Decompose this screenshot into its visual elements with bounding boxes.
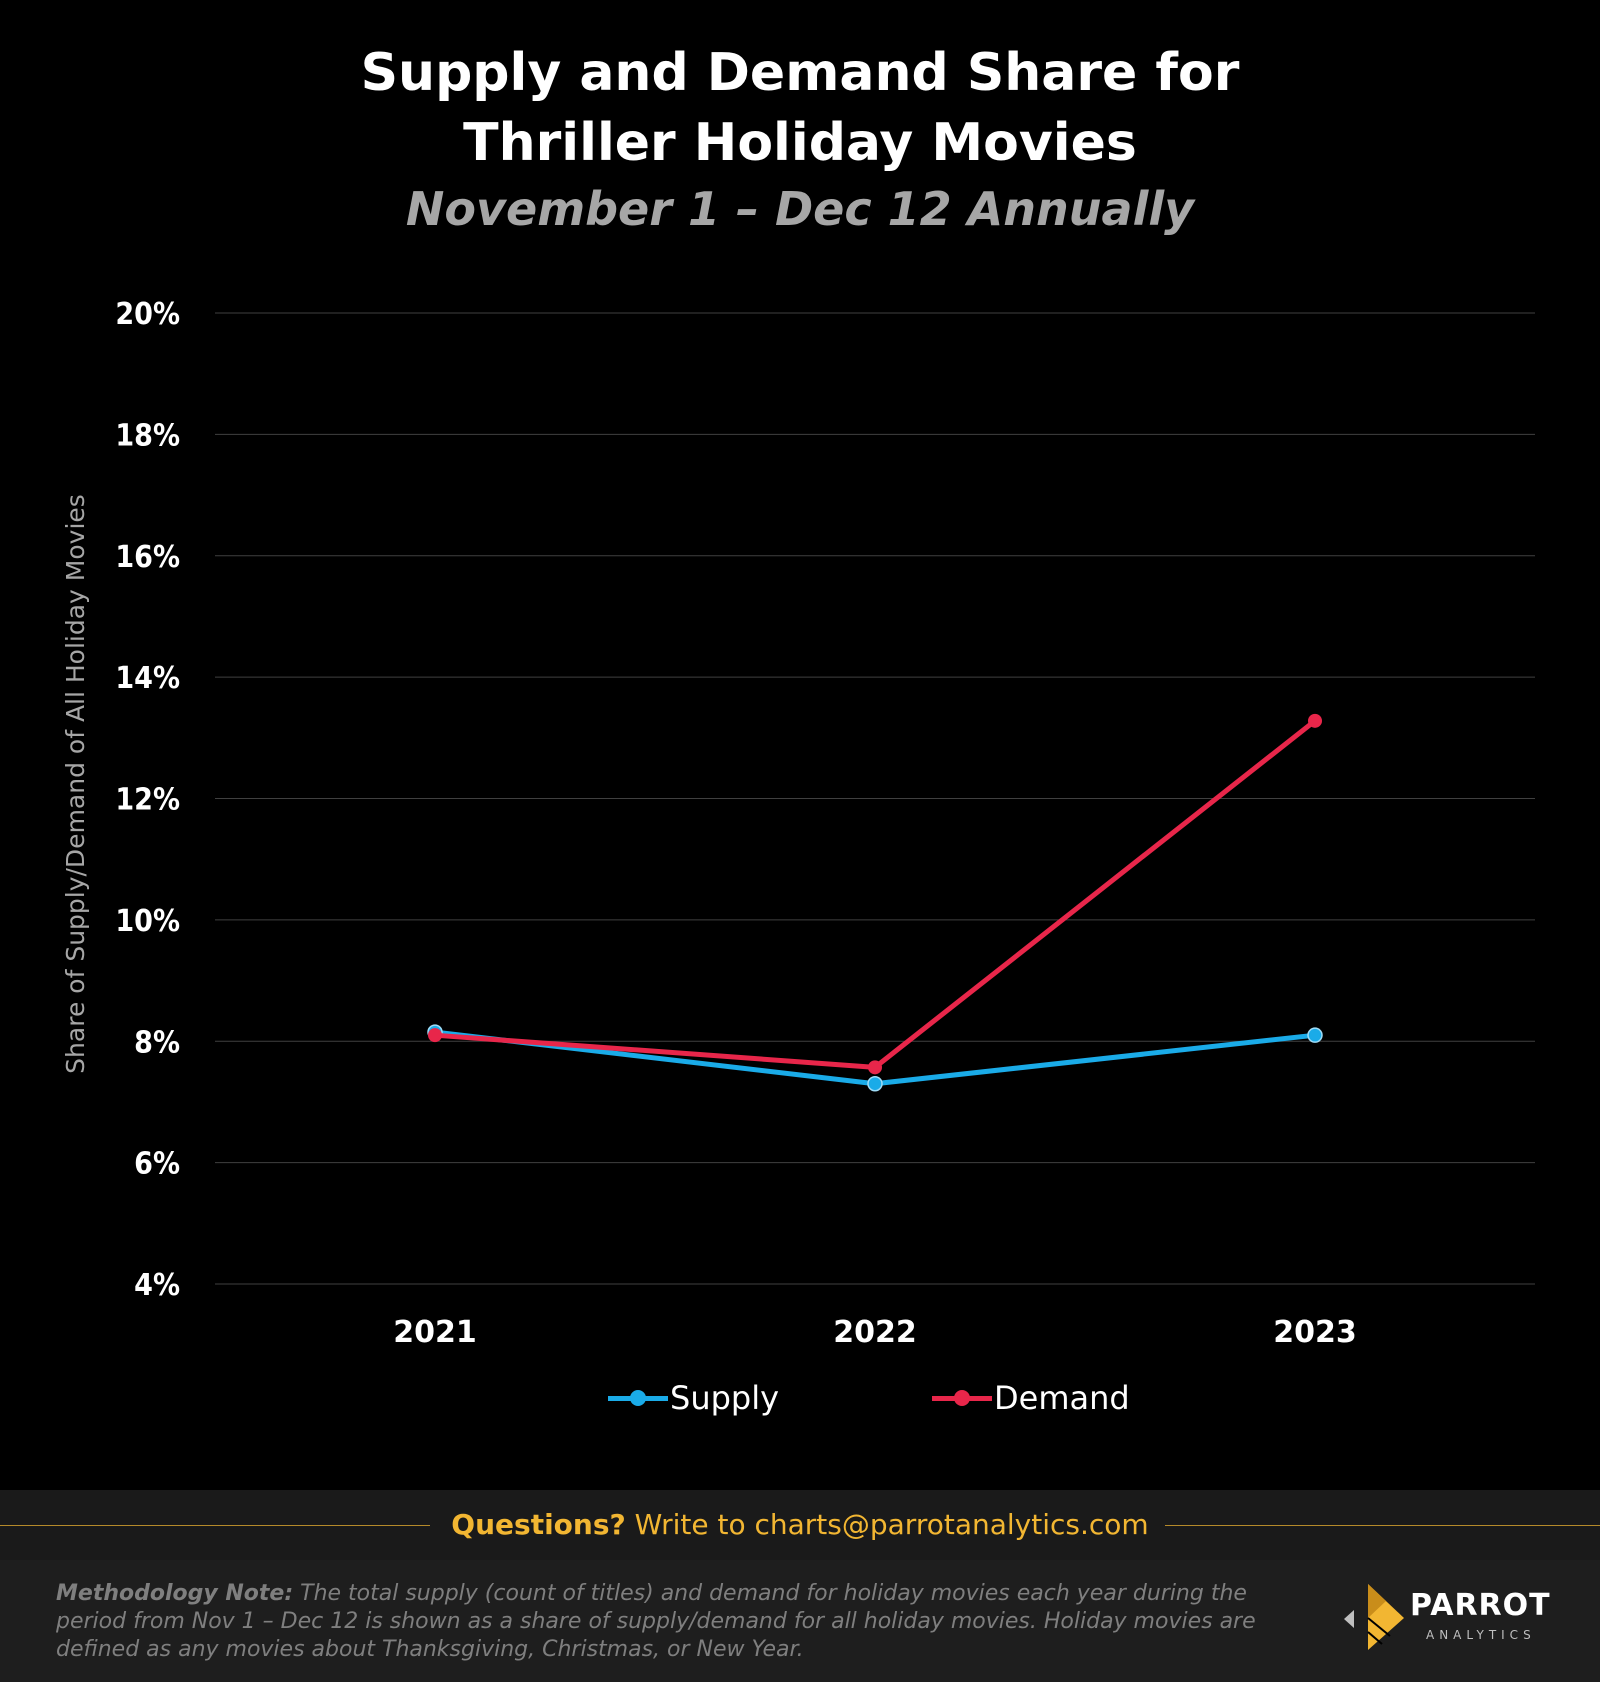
- divider-right: [1165, 1525, 1600, 1526]
- methodology-band: Methodology Note: The total supply (coun…: [0, 1560, 1600, 1682]
- line-chart: 20% 18% 16% 14% 12% 10% 8% 6% 4% 2021 2022 2023 Sh…: [61, 297, 1535, 1350]
- y-tick-label: 6%: [134, 1147, 180, 1182]
- questions-line: Questions? Write to charts@parrotanalyti…: [0, 1490, 1600, 1560]
- x-tick-label: 2022: [833, 1315, 917, 1350]
- y-tick-label: 18%: [115, 418, 180, 453]
- y-tick-label: 8%: [134, 1025, 180, 1060]
- series-line-demand: [432, 718, 1318, 1070]
- questions-contact[interactable]: Write to charts@parrotanalytics.com: [634, 1508, 1149, 1541]
- data-point-demand: [868, 1060, 882, 1075]
- legend-label-demand: Demand: [994, 1379, 1130, 1417]
- legend-swatch-supply: [608, 1378, 668, 1418]
- logo-sub: ANALYTICS: [1426, 1628, 1536, 1642]
- x-tick-label: 2023: [1273, 1315, 1357, 1350]
- data-point-demand: [1308, 713, 1322, 728]
- caret-left-icon: [1344, 1610, 1354, 1628]
- divider-left: [0, 1525, 430, 1526]
- data-point-supply: [1307, 1027, 1323, 1043]
- series-lines: [427, 713, 1323, 1092]
- grid-lines: [215, 312, 1535, 1285]
- questions-label: Questions?: [451, 1508, 626, 1541]
- methodology-text: The total supply (count of titles) and d…: [56, 1581, 1256, 1662]
- methodology-label: Methodology Note:: [56, 1581, 294, 1606]
- series-supply: [427, 1024, 1323, 1092]
- y-tick-label: 10%: [115, 904, 180, 939]
- chart-subtitle: November 1 – Dec 12 Annually: [405, 182, 1195, 236]
- y-tick-label: 16%: [115, 540, 180, 575]
- y-tick-label: 4%: [134, 1268, 180, 1303]
- parrot-analytics-logo: PARROT ANALYTICS: [1340, 1580, 1570, 1660]
- x-tick-labels: 2021 2022 2023: [393, 1315, 1357, 1350]
- legend-swatch-demand: [932, 1378, 992, 1418]
- y-axis-label: Share of Supply/Demand of All Holiday Mo…: [61, 494, 90, 1074]
- y-tick-label: 12%: [115, 783, 180, 818]
- questions-band: Questions? Write to charts@parrotanalyti…: [0, 1490, 1600, 1560]
- data-point-demand: [428, 1028, 442, 1043]
- y-tick-label: 14%: [115, 661, 180, 696]
- legend-item-demand: Demand: [932, 1378, 1130, 1418]
- y-tick-labels: 20% 18% 16% 14% 12% 10% 8% 6% 4%: [115, 297, 180, 1303]
- legend-item-supply: Supply: [608, 1378, 779, 1418]
- logo-brand: PARROT: [1410, 1588, 1551, 1623]
- legend-label-supply: Supply: [670, 1379, 780, 1417]
- chart-title-line1: Supply and Demand Share for: [360, 43, 1240, 103]
- y-tick-label: 20%: [115, 297, 180, 332]
- series-demand: [428, 713, 1322, 1075]
- parrot-mark-icon: [1367, 1584, 1404, 1650]
- x-tick-label: 2021: [393, 1315, 477, 1350]
- legend: Supply Demand: [0, 1378, 1600, 1428]
- data-point-supply: [867, 1075, 883, 1092]
- chart-title-line2: Thriller Holiday Movies: [463, 113, 1137, 173]
- methodology-note: Methodology Note: The total supply (coun…: [56, 1580, 1276, 1664]
